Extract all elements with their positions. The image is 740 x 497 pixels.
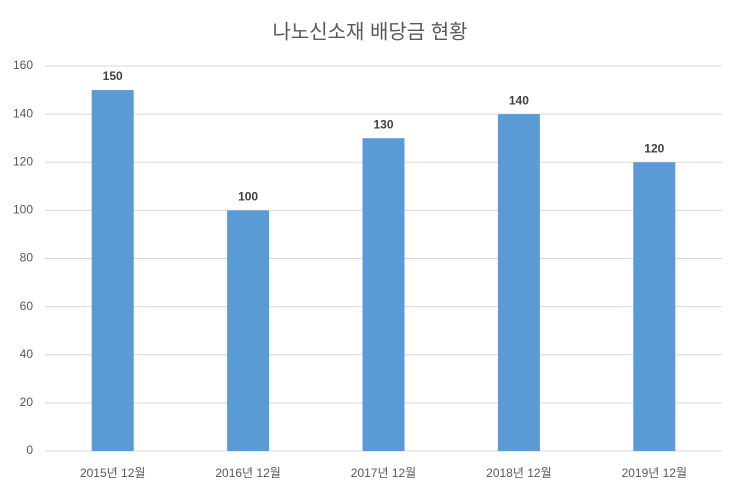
x-tick-label: 2019년 12월 xyxy=(622,466,687,480)
x-tick-label: 2017년 12월 xyxy=(351,466,416,480)
data-label: 120 xyxy=(644,141,664,155)
bar xyxy=(633,162,676,451)
y-tick-label: 140 xyxy=(13,106,33,120)
y-tick-label: 60 xyxy=(20,299,34,313)
y-tick-label: 0 xyxy=(26,443,33,457)
bar xyxy=(227,210,270,451)
chart-title: 나노신소재 배당금 현황 xyxy=(272,20,467,43)
y-tick-label: 100 xyxy=(13,203,33,217)
bar xyxy=(91,90,134,451)
bar xyxy=(497,114,540,451)
y-tick-label: 20 xyxy=(20,395,34,409)
x-tick-label: 2015년 12월 xyxy=(80,466,145,480)
data-label: 130 xyxy=(373,117,393,131)
data-label: 150 xyxy=(103,69,123,83)
data-label: 140 xyxy=(509,93,529,107)
data-label: 100 xyxy=(238,190,258,204)
x-tick-label: 2018년 12월 xyxy=(486,466,551,480)
bar xyxy=(362,138,405,451)
y-tick-label: 160 xyxy=(13,58,33,72)
x-tick-label: 2016년 12월 xyxy=(215,466,280,480)
y-tick-label: 120 xyxy=(13,154,33,168)
y-tick-label: 80 xyxy=(20,251,34,265)
y-tick-label: 40 xyxy=(20,347,34,361)
